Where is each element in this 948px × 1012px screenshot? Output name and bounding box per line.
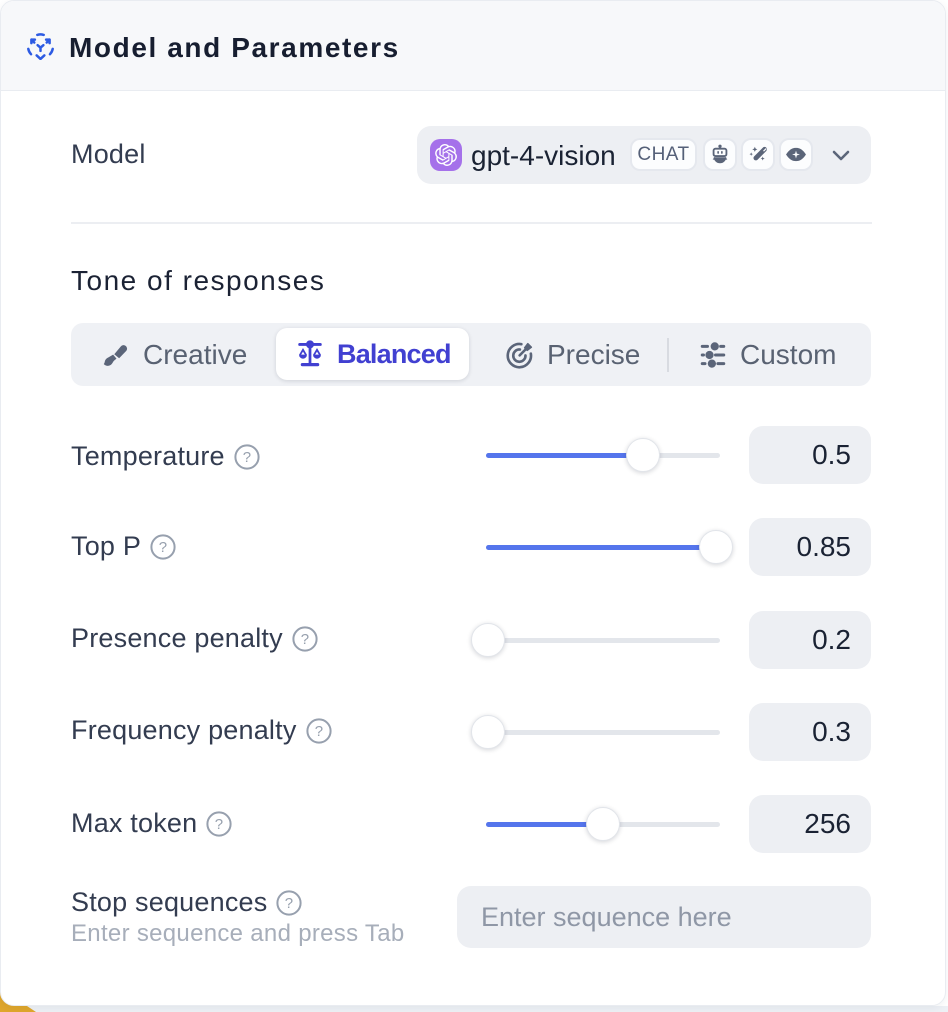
svg-text:?: ? bbox=[215, 816, 224, 833]
svg-text:?: ? bbox=[314, 723, 323, 740]
svg-text:?: ? bbox=[285, 895, 294, 912]
svg-text:?: ? bbox=[159, 539, 168, 556]
svg-text:?: ? bbox=[243, 449, 252, 466]
svg-text:?: ? bbox=[301, 631, 310, 648]
